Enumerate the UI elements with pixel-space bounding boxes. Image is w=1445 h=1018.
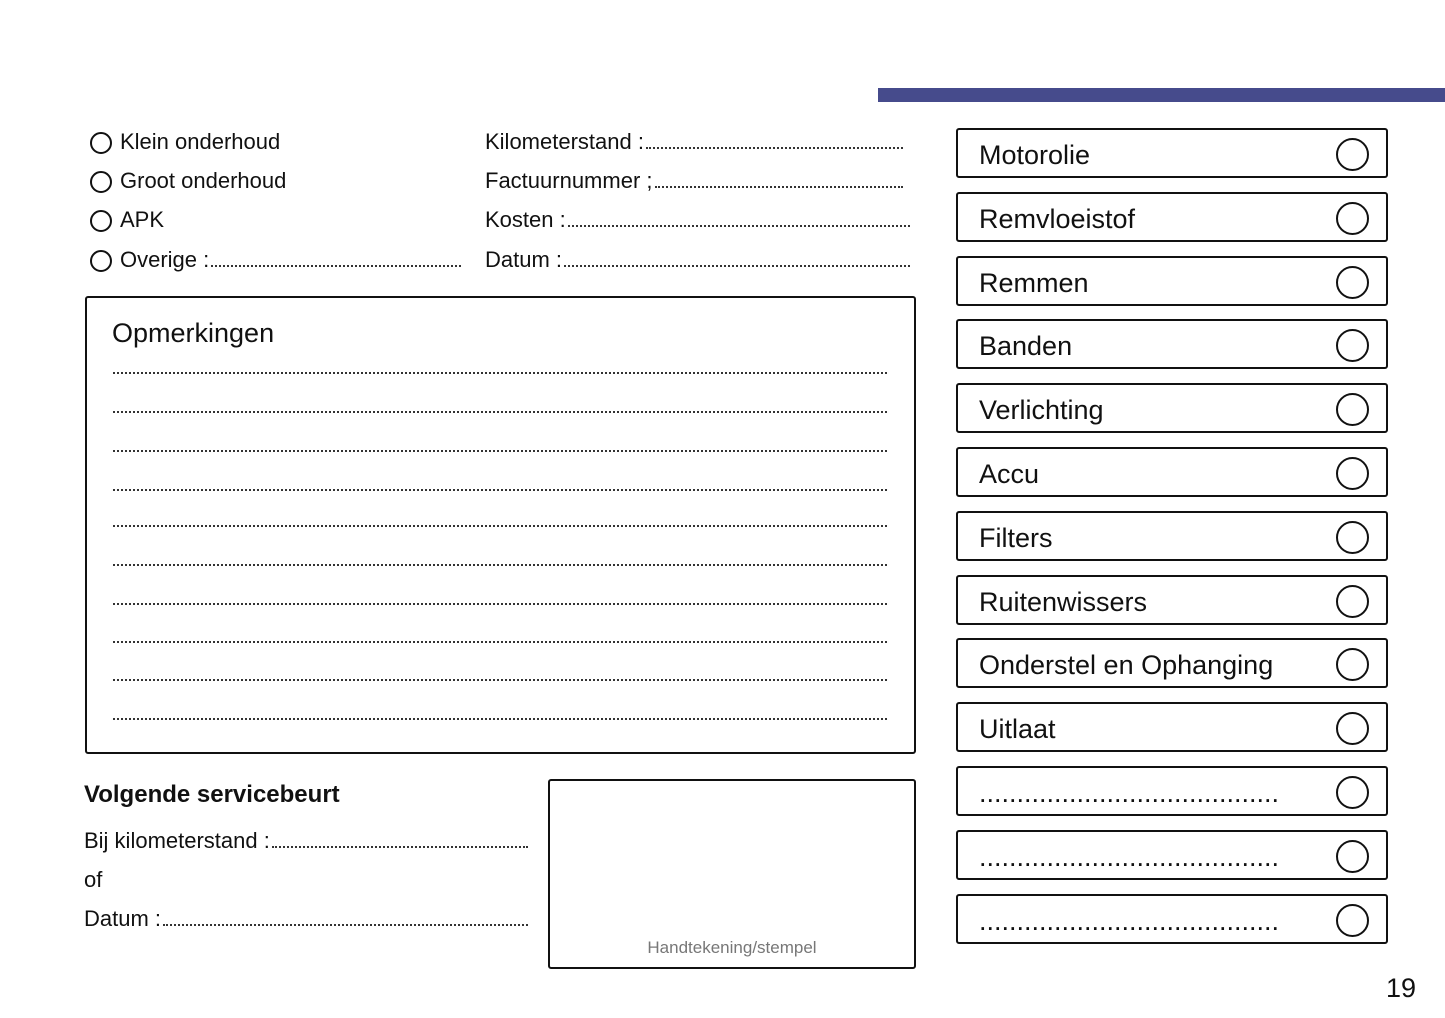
info-fill-line[interactable] <box>564 265 910 267</box>
checklist-item-label: Uitlaat <box>979 714 1056 745</box>
remark-line[interactable] <box>113 564 887 566</box>
service-type-label: Overige : <box>120 247 210 272</box>
checkbox-circle-icon[interactable] <box>1336 776 1369 809</box>
next-service-date-label: Datum : <box>84 906 162 931</box>
radio-circle-icon[interactable] <box>90 132 112 154</box>
remark-line[interactable] <box>113 450 887 452</box>
checkbox-circle-icon[interactable] <box>1336 712 1369 746</box>
checklist-item[interactable]: ........................................ <box>956 766 1388 816</box>
remark-line[interactable] <box>113 372 887 374</box>
checklist-item-label: Banden <box>979 331 1073 362</box>
checkbox-circle-icon[interactable] <box>1336 457 1369 490</box>
checkbox-circle-icon[interactable] <box>1336 138 1369 171</box>
checkbox-circle-icon[interactable] <box>1336 903 1369 937</box>
info-field-label: Kosten : <box>485 207 566 232</box>
checklist-item[interactable]: Motorolie <box>956 128 1388 178</box>
checkbox-circle-icon[interactable] <box>1336 265 1369 299</box>
checklist-item[interactable]: Remmen <box>956 255 1388 306</box>
checklist-item-label: Motorolie <box>979 140 1091 170</box>
checkbox-circle-icon[interactable] <box>1336 520 1369 554</box>
checklist-item[interactable]: Ruitenwissers <box>956 574 1388 625</box>
checklist-item[interactable]: ........................................ <box>956 829 1388 880</box>
service-type-label: Groot onderhoud <box>120 168 287 193</box>
checklist-item[interactable]: Remvloeistof <box>956 191 1388 242</box>
next-service-km-field[interactable]: Bij kilometerstand : <box>84 828 528 854</box>
remarks-title: Opmerkingen <box>112 318 275 348</box>
next-service-km-label: Bij kilometerstand : <box>84 828 270 853</box>
signature-box[interactable]: Handtekening/stempel <box>548 779 916 969</box>
service-type-option[interactable]: Groot onderhoud <box>90 168 286 194</box>
checkbox-circle-icon[interactable] <box>1336 393 1369 427</box>
header-accent-bar <box>878 88 1445 102</box>
remark-line[interactable] <box>113 718 887 720</box>
checkbox-circle-icon[interactable] <box>1336 329 1369 363</box>
checkbox-circle-icon[interactable] <box>1336 839 1369 873</box>
remark-line[interactable] <box>113 641 887 643</box>
checklist-item-label: ........................................ <box>979 778 1280 808</box>
radio-circle-icon[interactable] <box>90 210 112 232</box>
checklist-item-label: Remmen <box>979 267 1089 298</box>
checklist-item-label: ........................................ <box>979 905 1280 936</box>
or-label: of <box>84 867 103 892</box>
info-field[interactable]: Kosten : <box>485 207 910 233</box>
checklist-item-label: ........................................ <box>979 841 1280 872</box>
info-field[interactable]: Factuurnummer ; <box>485 168 903 194</box>
service-type-option[interactable]: Overige : <box>90 247 461 273</box>
remark-line[interactable] <box>113 603 887 605</box>
checklist-item[interactable]: Onderstel en Ophanging <box>956 638 1388 689</box>
info-field[interactable]: Datum : <box>485 247 910 273</box>
service-type-option[interactable]: Klein onderhoud <box>90 129 280 155</box>
overige-fill-line[interactable] <box>211 265 461 267</box>
remark-line[interactable] <box>113 679 887 681</box>
checklist-item[interactable]: Filters <box>956 510 1388 561</box>
km-fill-line[interactable] <box>271 846 528 848</box>
checklist-item[interactable]: Banden <box>956 319 1388 370</box>
next-service-title: Volgende servicebeurt <box>84 781 340 808</box>
next-service-date-field[interactable]: Datum : <box>84 906 528 932</box>
service-type-option[interactable]: APK <box>90 207 164 233</box>
remark-line[interactable] <box>113 525 887 527</box>
checkbox-circle-icon[interactable] <box>1336 201 1369 235</box>
service-type-label: APK <box>120 207 165 232</box>
checkbox-circle-icon[interactable] <box>1336 648 1369 682</box>
info-field-label: Datum : <box>485 247 563 272</box>
info-field-label: Factuurnummer ; <box>485 168 653 193</box>
radio-circle-icon[interactable] <box>90 171 112 193</box>
checklist-item[interactable]: Uitlaat <box>956 702 1388 753</box>
remark-line[interactable] <box>113 411 887 413</box>
checklist-item-label: Filters <box>979 522 1053 553</box>
checklist-item-label: Accu <box>979 459 1040 489</box>
checklist-item-label: Remvloeistof <box>979 203 1136 234</box>
date-fill-line[interactable] <box>163 924 528 926</box>
info-fill-line[interactable] <box>645 147 903 149</box>
remark-line[interactable] <box>113 489 887 491</box>
checkbox-circle-icon[interactable] <box>1336 584 1369 618</box>
checklist-item-label: Ruitenwissers <box>979 586 1148 617</box>
checklist-item[interactable]: Verlichting <box>956 383 1388 434</box>
remarks-box: Opmerkingen <box>85 296 916 754</box>
checklist-item[interactable]: Accu <box>956 447 1388 497</box>
service-type-label: Klein onderhoud <box>120 129 281 154</box>
info-fill-line[interactable] <box>567 225 910 227</box>
checklist-item-label: Verlichting <box>979 395 1104 426</box>
checklist-item[interactable]: ........................................ <box>956 893 1388 944</box>
page-number: 19 <box>1386 973 1417 1003</box>
info-field-label: Kilometerstand : <box>485 129 644 154</box>
signature-label: Handtekening/stempel <box>647 938 817 957</box>
checklist-item-label: Onderstel en Ophanging <box>979 650 1274 681</box>
info-field[interactable]: Kilometerstand : <box>485 129 903 155</box>
radio-circle-icon[interactable] <box>90 250 112 272</box>
info-fill-line[interactable] <box>654 186 903 188</box>
